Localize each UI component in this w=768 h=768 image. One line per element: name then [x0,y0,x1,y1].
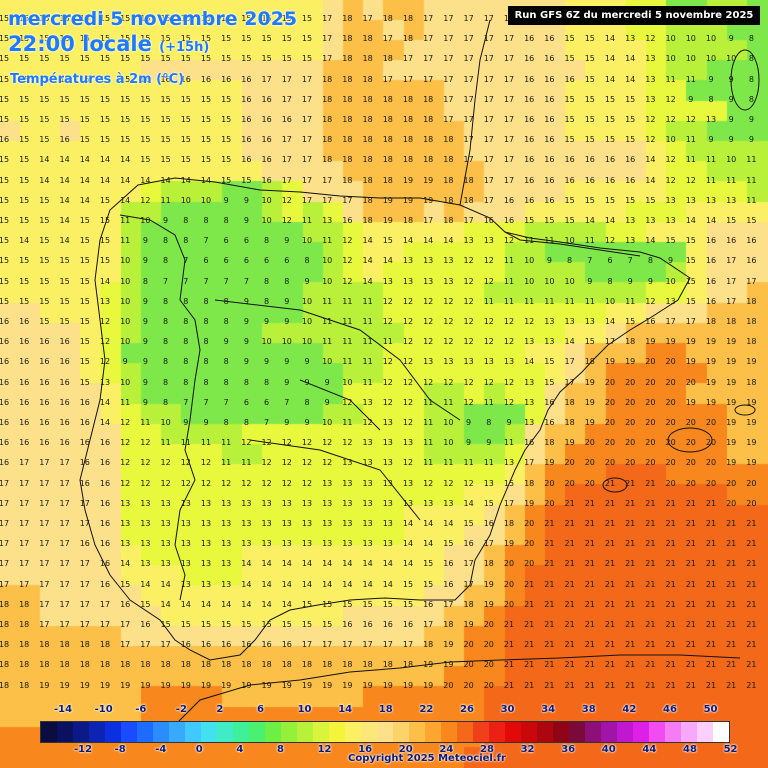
legend-swatch [265,722,281,742]
legend-label-bottom: 4 [236,744,244,755]
legend-swatch [217,722,233,742]
legend-label-bottom: -4 [155,744,167,755]
legend-label-bottom: 44 [642,744,657,755]
legend-swatch [201,722,217,742]
legend-label-top: -10 [94,704,113,715]
legend-swatch [153,722,169,742]
legend-label-bottom: -12 [74,744,93,755]
legend-swatch [553,722,569,742]
legend-label-top: 34 [541,704,556,715]
legend-swatch [89,722,105,742]
legend-label-bottom: 20 [398,744,413,755]
legend-swatch [361,722,377,742]
copyright: Copyright 2025 Meteociel.fr [348,753,506,764]
legend-swatch [169,722,185,742]
forecast-date: mercredi 5 novembre 2025 [8,8,298,30]
legend-swatch [505,722,521,742]
legend-swatch [457,722,473,742]
color-legend: -14 -10 -6 -2 2 6 10 14 18 22 26 30 34 38 42 46 50 -12 -8-… [40,702,738,764]
legend-label-top: 14 [338,704,353,715]
legend-label-bottom: 12 [317,744,332,755]
legend-label-top: 18 [378,704,393,715]
legend-label-bottom: -8 [114,744,126,755]
legend-swatch [601,722,617,742]
legend-label-top: 22 [419,704,434,715]
legend-swatch [697,722,713,742]
legend-swatch [281,722,297,742]
run-info-badge: Run GFS 6Z du mercredi 5 novembre 2025 [508,6,760,25]
legend-swatch [537,722,553,742]
legend-label-bottom: 36 [561,744,576,755]
legend-swatch [137,722,153,742]
legend-swatch [377,722,393,742]
legend-swatch [569,722,585,742]
legend-swatch [185,722,201,742]
legend-label-bottom: 16 [358,744,373,755]
legend-swatch [41,722,57,742]
legend-label-bottom: 40 [601,744,616,755]
legend-swatch [249,722,265,742]
legend-label-bottom: 0 [195,744,203,755]
legend-label-top: 50 [703,704,718,715]
forecast-time-label: 22:00 locale [8,32,152,56]
legend-swatch [521,722,537,742]
legend-swatch [665,722,681,742]
legend-label-bottom: 24 [439,744,454,755]
legend-label-top: -14 [54,704,73,715]
legend-label-bottom: 52 [723,744,738,755]
legend-label-bottom: 32 [520,744,535,755]
legend-swatch [681,722,697,742]
legend-swatch [473,722,489,742]
legend-swatch [713,722,729,742]
legend-label-top: -2 [175,704,187,715]
legend-label-bottom: 48 [683,744,697,755]
legend-label-top: 2 [216,704,224,715]
legend-label-top: 26 [460,704,474,715]
legend-label-bottom: 8 [277,744,284,755]
legend-label-top: -6 [135,704,147,715]
legend-swatch [233,722,249,742]
legend-swatch [73,722,89,742]
legend-label-top: 10 [297,704,312,715]
forecast-time: 22:00 locale (+15h) [8,32,209,56]
legend-label-bottom: 28 [480,744,494,755]
legend-swatch [121,722,137,742]
legend-label-top: 42 [622,704,637,715]
legend-swatch [313,722,329,742]
legend-swatch [297,722,313,742]
legend-swatch [489,722,505,742]
legend-color-bar [40,721,730,743]
legend-swatch [617,722,633,742]
forecast-lead-time: (+15h) [159,40,210,55]
legend-swatch [585,722,601,742]
legend-label-top: 6 [257,704,264,715]
legend-label-top: 38 [581,704,596,715]
forecast-variable: Températures à 2m (°C) [10,72,185,87]
legend-swatch [441,722,457,742]
legend-swatch [425,722,441,742]
legend-swatch [649,722,665,742]
legend-swatch [105,722,121,742]
legend-swatch [633,722,649,742]
legend-swatch [409,722,425,742]
legend-label-top: 46 [663,704,677,715]
legend-swatch [57,722,73,742]
legend-label-top: 30 [500,704,515,715]
legend-swatch [345,722,361,742]
legend-swatch [329,722,345,742]
legend-swatch [393,722,409,742]
